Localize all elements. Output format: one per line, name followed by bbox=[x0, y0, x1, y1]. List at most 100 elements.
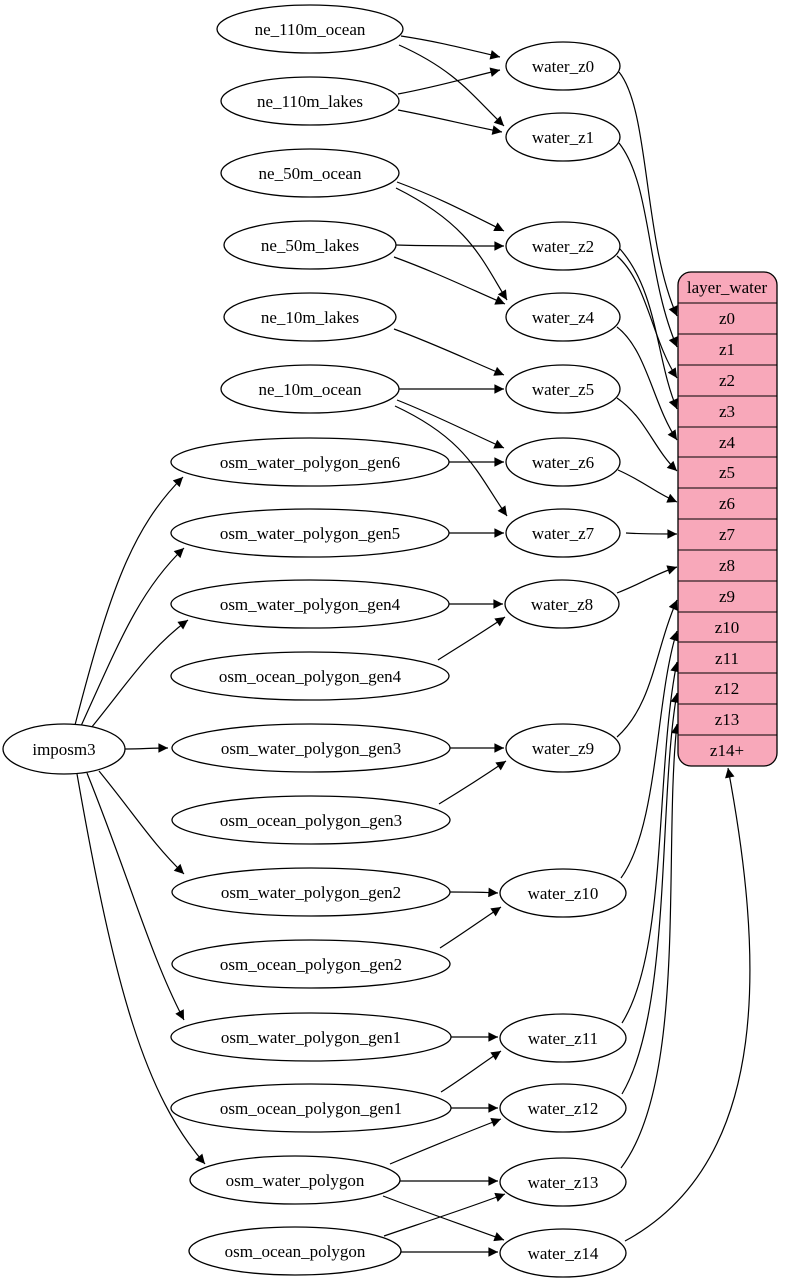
edge-imposm3-osm_water_polygon_gen4 bbox=[90, 619, 189, 729]
node-label: water_z2 bbox=[532, 237, 594, 256]
node-ellipse bbox=[499, 868, 627, 918]
node-water_z6: water_z6 bbox=[505, 437, 621, 487]
edge-water_z4-z4 bbox=[616, 326, 678, 441]
node-ellipse bbox=[188, 1226, 402, 1276]
edge-ne_50m_lakes-water_z4 bbox=[393, 256, 506, 305]
node-label: osm_water_polygon_gen2 bbox=[221, 883, 401, 902]
edge-water_z6-z6 bbox=[617, 469, 678, 503]
table-row-z3: z3 bbox=[719, 402, 735, 421]
edge-imposm3-osm_water_polygon_gen6 bbox=[74, 476, 184, 726]
table-row-z2: z2 bbox=[719, 371, 735, 390]
node-ellipse bbox=[505, 508, 621, 558]
table-row-z6: z6 bbox=[719, 494, 735, 513]
node-label: osm_water_polygon_gen1 bbox=[221, 1028, 401, 1047]
node-label: water_z11 bbox=[528, 1029, 598, 1048]
edge-osm_water_polygon-water_z12 bbox=[389, 1117, 502, 1165]
table-row-z4: z4 bbox=[719, 433, 736, 452]
table-row-z8: z8 bbox=[719, 556, 735, 575]
node-ellipse bbox=[505, 112, 621, 162]
node-water_z11: water_z11 bbox=[499, 1013, 627, 1063]
node-label: water_z12 bbox=[528, 1099, 599, 1118]
edge-osm_ocean_polygon_gen4-water_z8 bbox=[437, 616, 506, 661]
edge-osm_water_polygon_gen2-water_z10 bbox=[449, 887, 499, 898]
node-label: water_z14 bbox=[528, 1244, 599, 1263]
edge-ne_10m_lakes-water_z5 bbox=[393, 328, 505, 376]
node-water_z7: water_z7 bbox=[505, 508, 621, 558]
table-row-z7: z7 bbox=[719, 525, 736, 544]
node-osm_ocean_polygon_gen4: osm_ocean_polygon_gen4 bbox=[170, 651, 450, 701]
edge-osm_ocean_polygon_gen2-water_z10 bbox=[439, 906, 502, 949]
node-ne_50m_ocean: ne_50m_ocean bbox=[220, 148, 400, 198]
node-osm_water_polygon_gen5: osm_water_polygon_gen5 bbox=[170, 508, 450, 558]
node-water_z2: water_z2 bbox=[505, 221, 621, 271]
node-label: osm_water_polygon_gen6 bbox=[220, 453, 400, 472]
edge-imposm3-osm_water_polygon_gen3 bbox=[124, 743, 169, 753]
node-ellipse bbox=[171, 867, 451, 917]
node-label: osm_ocean_polygon_gen1 bbox=[220, 1099, 402, 1118]
node-label: osm_ocean_polygon_gen3 bbox=[220, 811, 402, 830]
table-row-z10: z10 bbox=[715, 618, 740, 637]
node-label: imposm3 bbox=[32, 740, 95, 759]
node-label: water_z13 bbox=[528, 1173, 599, 1192]
node-water_z10: water_z10 bbox=[499, 868, 627, 918]
table-row-z1: z1 bbox=[719, 340, 735, 359]
node-ellipse bbox=[223, 292, 397, 342]
node-ne_10m_lakes: ne_10m_lakes bbox=[223, 292, 397, 342]
node-ne_110m_lakes: ne_110m_lakes bbox=[220, 76, 400, 126]
edge-ne_50m_ocean-water_z4 bbox=[395, 187, 508, 301]
node-ellipse bbox=[171, 723, 451, 773]
node-ne_10m_ocean: ne_10m_ocean bbox=[220, 364, 400, 414]
node-ellipse bbox=[170, 651, 450, 701]
edge-water_z12-z12 bbox=[621, 692, 681, 1095]
node-ellipse bbox=[171, 795, 451, 845]
node-osm_ocean_polygon: osm_ocean_polygon bbox=[188, 1226, 402, 1276]
node-label: ne_110m_lakes bbox=[257, 92, 363, 111]
node-water_z13: water_z13 bbox=[499, 1157, 627, 1207]
node-osm_ocean_polygon_gen2: osm_ocean_polygon_gen2 bbox=[171, 939, 451, 989]
edge-ne_110m_lakes-water_z0 bbox=[397, 67, 501, 95]
edge-water_z1-z1 bbox=[618, 142, 678, 348]
edge-water_z0-z0 bbox=[618, 71, 678, 317]
node-label: osm_ocean_polygon bbox=[225, 1242, 366, 1261]
edge-water_z10-z10 bbox=[620, 630, 679, 879]
node-label: osm_water_polygon bbox=[226, 1171, 365, 1190]
node-ellipse bbox=[220, 148, 400, 198]
edge-osm_ocean_polygon_gen3-water_z9 bbox=[438, 760, 507, 805]
node-label: osm_ocean_polygon_gen2 bbox=[220, 955, 402, 974]
node-label: ne_50m_ocean bbox=[259, 164, 362, 183]
node-osm_water_polygon_gen2: osm_water_polygon_gen2 bbox=[171, 867, 451, 917]
edge-imposm3-osm_water_polygon_gen2 bbox=[98, 770, 185, 875]
node-label: water_z1 bbox=[532, 128, 594, 147]
node-osm_water_polygon_gen3: osm_water_polygon_gen3 bbox=[171, 723, 451, 773]
node-ellipse bbox=[505, 364, 621, 414]
edge-ne_110m_ocean-water_z0 bbox=[400, 35, 501, 60]
node-water_z14: water_z14 bbox=[499, 1228, 627, 1278]
node-ne_110m_ocean: ne_110m_ocean bbox=[216, 4, 404, 54]
node-imposm3: imposm3 bbox=[2, 723, 126, 775]
edge-water_z11-z11 bbox=[621, 661, 680, 1024]
edge-imposm3-osm_water_polygon_gen5 bbox=[80, 547, 185, 727]
node-ellipse bbox=[216, 4, 404, 54]
node-label: ne_110m_ocean bbox=[255, 20, 366, 39]
node-label: water_z8 bbox=[531, 595, 593, 614]
edge-ne_50m_ocean-water_z2 bbox=[396, 181, 505, 232]
node-osm_ocean_polygon_gen1: osm_ocean_polygon_gen1 bbox=[170, 1083, 452, 1133]
node-label: water_z9 bbox=[532, 739, 594, 758]
node-water_z1: water_z1 bbox=[505, 112, 621, 162]
node-ellipse bbox=[505, 292, 621, 342]
edge-ne_50m_lakes-water_z2 bbox=[395, 241, 505, 251]
node-label: ne_10m_ocean bbox=[259, 380, 362, 399]
node-water_z12: water_z12 bbox=[499, 1083, 627, 1133]
node-ellipse bbox=[170, 437, 450, 487]
node-ellipse bbox=[170, 1083, 452, 1133]
node-osm_water_polygon: osm_water_polygon bbox=[189, 1155, 401, 1205]
table-row-z0: z0 bbox=[719, 309, 735, 328]
edge-ne_110m_ocean-water_z1 bbox=[398, 44, 505, 127]
edges bbox=[74, 35, 751, 1257]
edge-ne_10m_ocean-water_z7 bbox=[394, 405, 508, 517]
node-ellipse bbox=[170, 508, 450, 558]
node-label: water_z0 bbox=[532, 57, 594, 76]
node-ellipse bbox=[220, 364, 400, 414]
node-osm_water_polygon_gen6: osm_water_polygon_gen6 bbox=[170, 437, 450, 487]
